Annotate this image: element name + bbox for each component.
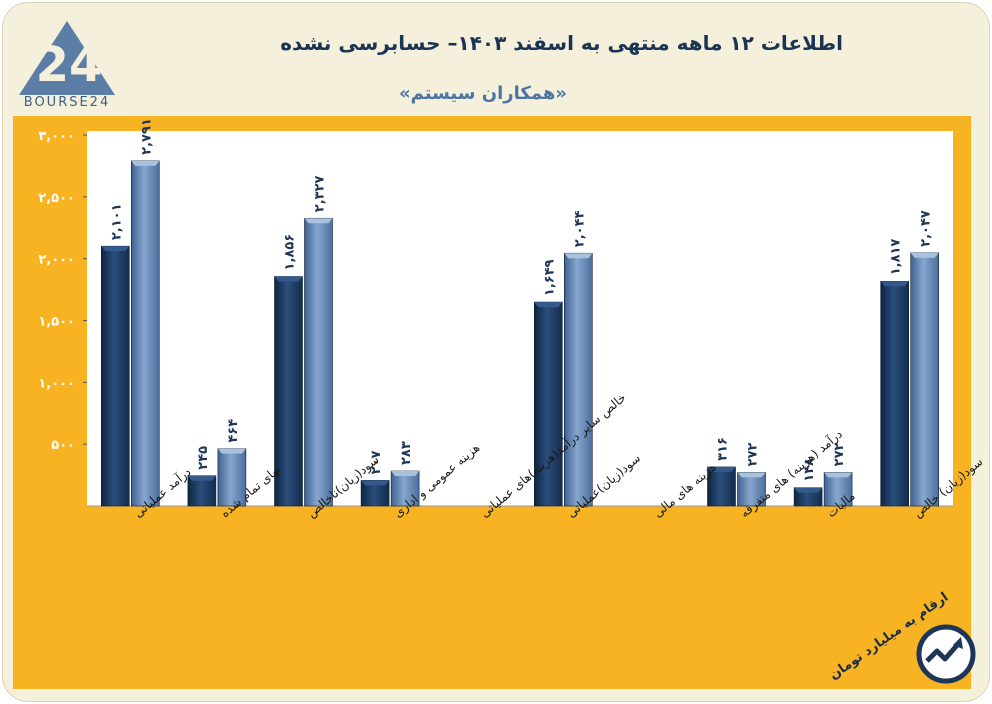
bar-bevel: [274, 276, 303, 282]
plot-area: [87, 131, 953, 506]
bar-chart: ۵۰۰ ۱,۰۰۰ ۱,۵۰۰ ۲,۰۰۰ ۲,۵۰۰ ۳,۰۰۰ ۲,۱۰۱ ۲,۷۹۱ ۲…: [38, 118, 986, 521]
bar-series-2: [217, 448, 247, 507]
bar-bevel: [304, 218, 333, 224]
bar-bevel: [737, 472, 766, 478]
bar-series-1: [101, 245, 130, 507]
data-label: ۲۷۲: [832, 442, 847, 466]
bar-bevel: [880, 281, 909, 287]
bar-series-2: [304, 217, 333, 507]
data-label: ۲۸۳: [399, 441, 414, 465]
y-tick-label: ۵۰۰: [51, 438, 75, 453]
y-tick-label: ۱,۰۰۰: [38, 376, 75, 391]
trend-chart-icon: [916, 624, 976, 684]
data-label: ۱,۸۵۶: [283, 234, 298, 271]
page-subtitle: «همکاران سیستم»: [398, 83, 568, 104]
data-label: ۲,۰۴۴: [572, 210, 587, 247]
data-label: ۲,۰۴۷: [919, 210, 934, 247]
y-tick-label: ۱,۵۰۰: [38, 315, 75, 330]
bar-series-2: [910, 252, 940, 507]
data-label: ۲۰۷: [369, 451, 384, 475]
bar-bevel: [391, 471, 420, 477]
page-title: اطلاعات ۱۲ ماهه منتهی به اسفند ۱۴۰۳– حسا…: [280, 31, 843, 55]
bar-series-1: [880, 280, 910, 507]
bourse24-logo: 24: [19, 21, 115, 95]
data-label: ۲,۱۰۱: [109, 203, 124, 240]
bar-bevel: [707, 466, 736, 472]
bar-bevel: [794, 487, 823, 493]
bar-series-1: [707, 466, 736, 507]
bar-bevel: [217, 448, 246, 454]
logo-mark: 24: [36, 37, 103, 93]
data-label: ۲۷۲: [746, 442, 761, 466]
data-label: ۴۶۴: [226, 419, 241, 443]
bar-bevel: [534, 302, 563, 308]
bar-bevel: [824, 472, 853, 478]
bar-bevel: [564, 253, 593, 259]
y-tick-label: ۲,۰۰۰: [38, 253, 75, 268]
bar-series-2: [390, 470, 420, 507]
bar-series-2: [563, 252, 593, 507]
bar-series-1: [274, 276, 303, 507]
data-label: ۳۱۶: [716, 437, 731, 461]
data-label: ۱,۶۴۹: [542, 259, 557, 296]
bar-bevel: [131, 160, 160, 166]
data-label: ۲۴۵: [196, 446, 211, 470]
bar-series-1: [533, 301, 563, 507]
bar-bevel: [361, 480, 390, 486]
bar-bevel: [101, 246, 130, 252]
y-tick-label: ۲,۵۰۰: [38, 191, 75, 206]
bar-series-2: [737, 472, 766, 507]
bar-series-2: [131, 160, 160, 507]
data-label: ۲,۷۹۱: [139, 118, 154, 155]
bar-series-1: [187, 475, 217, 507]
bar-series-2: [823, 472, 853, 507]
logo-text: BOURSE24: [23, 95, 111, 110]
bar-bevel: [910, 252, 939, 258]
y-tick-label: ۳,۰۰۰: [38, 129, 75, 144]
bar-bevel: [187, 475, 216, 481]
data-label: ۱۴۸: [802, 458, 817, 482]
data-label: ۱,۸۱۷: [889, 239, 904, 276]
data-label: ۲,۳۲۷: [313, 175, 328, 212]
